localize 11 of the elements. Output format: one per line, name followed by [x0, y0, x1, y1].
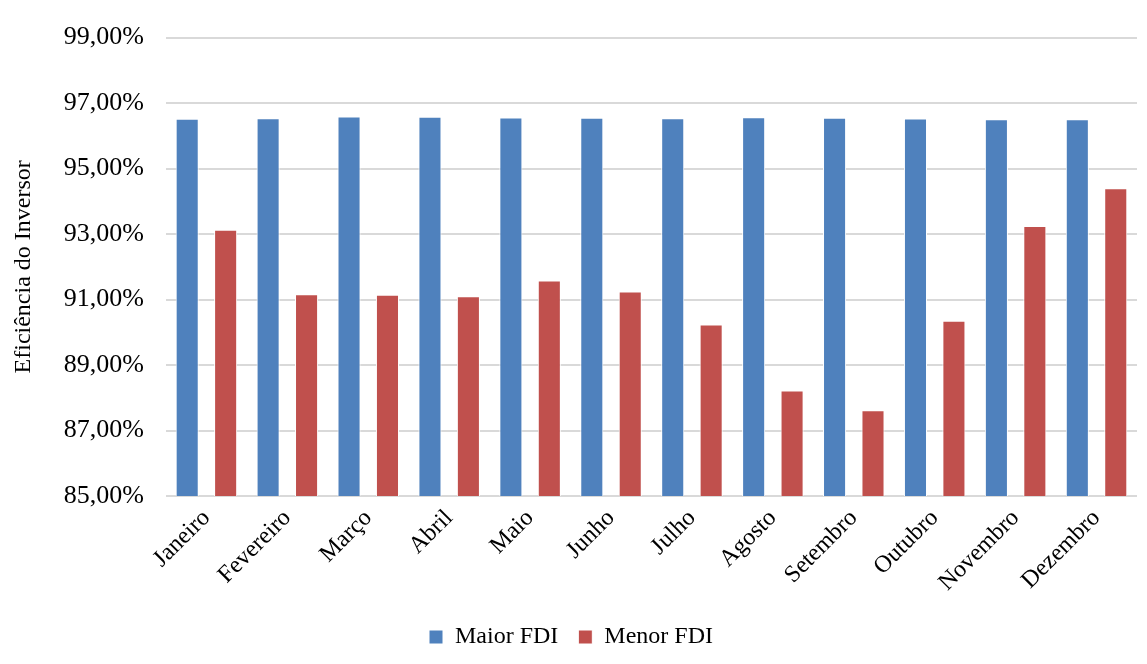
y-tick-label: 99,00% — [63, 21, 144, 51]
y-tick-label: 93,00% — [63, 217, 144, 247]
y-tick-label: 97,00% — [63, 86, 144, 116]
y-tick-label: 91,00% — [63, 283, 144, 313]
y-tick-label: 87,00% — [63, 414, 144, 444]
y-tick-label: 95,00% — [63, 152, 144, 182]
y-tick-label: 89,00% — [63, 348, 144, 378]
legend-label: Maior FDI — [455, 622, 559, 649]
legend-label: Menor FDI — [604, 622, 713, 649]
y-axis-title: Eficiência do Inversor — [8, 160, 35, 374]
y-tick-label: 85,00% — [63, 479, 144, 509]
